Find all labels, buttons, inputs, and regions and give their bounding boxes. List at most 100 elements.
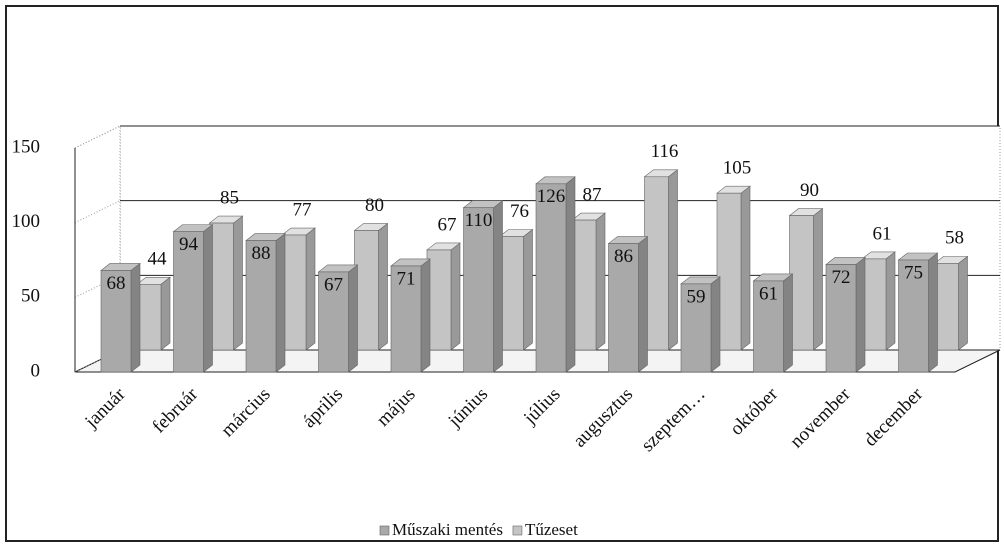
bar-side [305, 227, 316, 351]
value-label: 94 [179, 234, 199, 255]
bar [136, 276, 171, 351]
bar [680, 276, 721, 373]
bar-face [173, 231, 204, 373]
bar-side [885, 251, 896, 351]
bar-face [426, 249, 452, 351]
value-label: 76 [510, 201, 529, 222]
y-tick-label: 150 [12, 136, 41, 157]
bar-face [136, 283, 162, 351]
bar [933, 255, 969, 351]
bar-face [861, 258, 887, 351]
bar-face [463, 207, 494, 373]
bar-face [535, 183, 567, 373]
bar-face [281, 234, 307, 351]
bar-face [608, 243, 639, 373]
bar [390, 258, 431, 373]
bar-side [130, 262, 141, 373]
value-label: 71 [397, 268, 416, 289]
legend-label: Tűzeset [525, 520, 578, 539]
bar-face [898, 259, 929, 373]
value-label: 110 [465, 210, 493, 231]
bar [281, 227, 316, 351]
bar-side [203, 224, 213, 373]
bar-face [390, 265, 422, 373]
bar-face [209, 222, 234, 351]
bar [788, 207, 824, 351]
bar-side [783, 273, 793, 373]
bar [897, 252, 939, 373]
bar-side [160, 276, 171, 351]
bar-side [523, 228, 533, 351]
bar [861, 251, 896, 351]
legend-label: Műszaki mentés [392, 520, 503, 539]
bar [245, 232, 286, 373]
bar [571, 212, 606, 351]
bar-face [716, 192, 742, 351]
bar [752, 273, 794, 373]
bar [825, 256, 866, 373]
bar [607, 235, 649, 373]
bar-face [934, 263, 959, 351]
bar-side [710, 276, 721, 373]
bar [716, 185, 751, 351]
bar-side [565, 176, 576, 373]
legend-swatch [512, 525, 523, 536]
bar-side [378, 222, 388, 351]
value-label: 87 [583, 184, 602, 205]
bar-side [493, 200, 503, 373]
bar-face [245, 240, 277, 373]
bar-side [928, 252, 938, 373]
bar-side [595, 212, 606, 351]
bar-face [825, 264, 857, 373]
y-tick-label: 0 [31, 360, 41, 381]
value-label: 75 [904, 262, 923, 283]
bar-side [450, 242, 461, 351]
bar-face [753, 280, 784, 373]
legend-swatch [379, 525, 390, 536]
bar-face [644, 176, 669, 351]
bar [535, 176, 576, 373]
bar-side [233, 215, 243, 351]
value-label: 58 [945, 228, 964, 249]
bar-face [100, 270, 132, 373]
bar-side [275, 232, 286, 373]
value-label: 77 [293, 199, 312, 220]
bar-side [855, 256, 866, 373]
value-label: 86 [614, 246, 633, 267]
value-label: 67 [324, 274, 343, 295]
value-label: 61 [873, 223, 892, 244]
bar-face [680, 283, 712, 373]
value-label: 88 [252, 243, 271, 264]
y-tick-label: 50 [21, 286, 40, 307]
bar [498, 228, 534, 351]
bar-side [958, 255, 968, 351]
bar-face [571, 219, 597, 351]
value-label: 44 [148, 249, 168, 270]
value-label: 68 [107, 273, 126, 294]
bar [643, 169, 679, 351]
value-label: 90 [800, 180, 819, 201]
value-label: 85 [220, 187, 239, 208]
bar-face [354, 230, 379, 351]
value-label: 116 [651, 141, 679, 162]
value-label: 80 [365, 195, 384, 216]
bar [172, 224, 214, 373]
value-label: 59 [687, 286, 706, 307]
bar-side [638, 235, 648, 373]
bar-side [348, 264, 358, 373]
value-label: 126 [537, 186, 566, 207]
y-tick-label: 100 [12, 211, 41, 232]
value-label: 67 [438, 214, 457, 235]
bar [426, 242, 461, 351]
bar [462, 200, 504, 373]
bar-side [420, 258, 431, 373]
bar [208, 215, 244, 351]
bar [353, 222, 389, 351]
value-label: 72 [832, 267, 851, 288]
bar [317, 264, 359, 373]
bar-side [668, 169, 678, 351]
bar-side [813, 207, 823, 351]
bar [100, 262, 141, 373]
bar-face [499, 236, 524, 351]
